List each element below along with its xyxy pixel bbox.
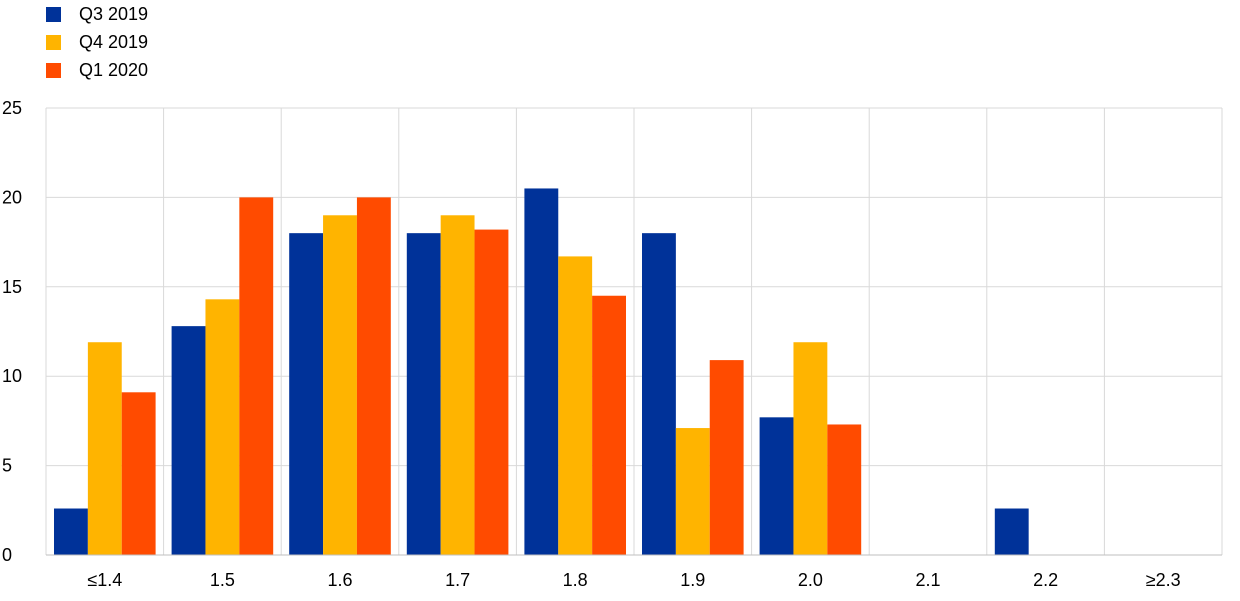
x-tick-label: 1.8	[563, 570, 588, 590]
bar	[323, 215, 357, 555]
bar	[406, 233, 441, 555]
legend-item-q4-2019: Q4 2019	[46, 32, 148, 52]
bar	[759, 417, 794, 555]
legend-swatch	[46, 6, 61, 22]
bar	[474, 229, 509, 556]
x-tick-label: 2.1	[915, 570, 940, 590]
bar	[524, 188, 559, 555]
legend-swatch	[46, 62, 61, 78]
x-tick-label: 1.5	[210, 570, 235, 590]
y-tick-label: 20	[2, 187, 22, 207]
bar	[289, 233, 324, 555]
legend-swatch	[46, 34, 61, 50]
y-tick-label: 0	[2, 545, 12, 565]
bar	[994, 508, 1029, 555]
bar	[558, 256, 593, 555]
x-tick-label: ≤1.4	[87, 570, 122, 590]
x-tick-label: 1.9	[680, 570, 705, 590]
legend-label: Q3 2019	[79, 4, 149, 24]
x-tick-label: 1.6	[327, 570, 352, 590]
legend-label: Q1 2020	[79, 60, 149, 80]
legend-item-q3-2019: Q3 2019	[46, 4, 148, 24]
y-tick-label: 5	[2, 456, 12, 476]
x-tick-label: 2.2	[1033, 570, 1058, 590]
bar	[54, 508, 88, 555]
bar	[675, 428, 710, 555]
legend-item-q1-2020: Q1 2020	[46, 60, 148, 80]
bar	[205, 299, 240, 555]
bar	[87, 342, 122, 555]
y-tick-label: 15	[2, 277, 22, 297]
bar	[827, 424, 862, 555]
y-tick-label: 25	[2, 98, 22, 118]
bar	[356, 197, 391, 555]
bar	[440, 215, 475, 555]
x-tick-label: 2.0	[798, 570, 823, 590]
bar	[709, 360, 744, 555]
legend-label: Q4 2019	[79, 32, 149, 52]
bar	[592, 295, 626, 555]
bar	[121, 392, 156, 555]
bar	[171, 326, 206, 555]
x-tick-label: ≥2.3	[1146, 570, 1181, 590]
bar	[793, 342, 828, 555]
bar	[642, 233, 676, 555]
x-tick-label: 1.7	[445, 570, 470, 590]
y-tick-label: 10	[2, 366, 22, 386]
bar	[239, 197, 274, 555]
